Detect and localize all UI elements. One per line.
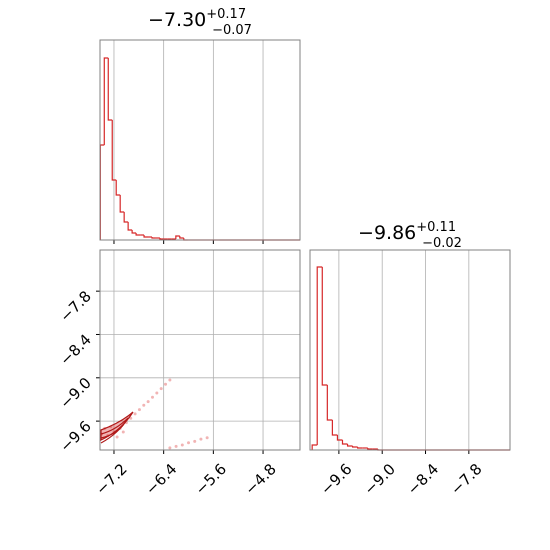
sample-point bbox=[146, 400, 150, 404]
sample-point bbox=[199, 437, 203, 441]
hist-bin bbox=[321, 267, 328, 386]
sample-point bbox=[137, 408, 141, 412]
param-2-title: −9.86+0.11 −0.02 bbox=[358, 220, 462, 251]
x-tick-label: −9.0 bbox=[360, 460, 398, 498]
hist-bin bbox=[179, 236, 184, 239]
hist-bin bbox=[111, 120, 117, 181]
hist-bin bbox=[175, 235, 180, 239]
hist-bin bbox=[115, 180, 121, 196]
hist-bin bbox=[336, 435, 343, 441]
hist-bin bbox=[151, 237, 156, 239]
hist-bin bbox=[367, 448, 373, 450]
hist-bin bbox=[127, 222, 133, 231]
sample-point bbox=[164, 382, 168, 386]
sample-point bbox=[205, 436, 209, 440]
hist-bin bbox=[135, 233, 141, 236]
sample-point bbox=[121, 430, 125, 434]
sample-point bbox=[150, 395, 154, 399]
axes-frame bbox=[309, 249, 511, 451]
x-tick-label: −4.8 bbox=[241, 460, 279, 498]
hist-bin bbox=[326, 385, 333, 421]
sample-point bbox=[168, 446, 172, 450]
sample-point bbox=[115, 435, 119, 439]
x-tick-label: −9.6 bbox=[317, 460, 355, 498]
sample-point bbox=[187, 441, 191, 445]
y-tick-label: −8.4 bbox=[56, 331, 94, 369]
hist-bin bbox=[103, 57, 109, 145]
sample-point bbox=[168, 378, 172, 382]
sample-point bbox=[159, 387, 163, 391]
param-1-title: −7.30+0.17 −0.07 bbox=[148, 7, 252, 38]
sample-point bbox=[180, 443, 184, 447]
axes-frame bbox=[99, 39, 301, 241]
hist-bin bbox=[316, 266, 323, 445]
hist-bin bbox=[331, 420, 338, 436]
x-tick-label: −5.6 bbox=[192, 460, 230, 498]
contours bbox=[100, 411, 134, 444]
hist-bin bbox=[159, 238, 164, 240]
x-tick-label: −7.2 bbox=[92, 460, 130, 498]
sample-point bbox=[193, 439, 197, 443]
hist-bin bbox=[143, 235, 149, 238]
sample-point bbox=[129, 416, 133, 420]
hist-bin bbox=[119, 195, 125, 213]
hist-bin bbox=[346, 444, 353, 447]
hist-bin bbox=[107, 58, 113, 121]
hist-bin bbox=[123, 212, 129, 223]
hist-bin bbox=[341, 440, 348, 445]
x-tick-label: −7.8 bbox=[447, 460, 485, 498]
y-tick-label: −9.6 bbox=[56, 417, 94, 455]
x-tick-label: −6.4 bbox=[142, 460, 180, 498]
axes-frame bbox=[99, 249, 301, 451]
hist-bin bbox=[351, 446, 358, 448]
y-tick-label: −7.8 bbox=[56, 287, 94, 325]
sample-point bbox=[142, 403, 146, 407]
hist-bin bbox=[131, 230, 137, 234]
sample-point bbox=[155, 391, 159, 395]
y-tick-label: −9.0 bbox=[56, 374, 94, 412]
hist-bin bbox=[311, 444, 318, 450]
hist-bin bbox=[99, 144, 105, 240]
hist-bin bbox=[357, 447, 363, 449]
sample-point bbox=[174, 444, 178, 448]
x-tick-label: −8.4 bbox=[404, 460, 442, 498]
sample-point bbox=[133, 412, 137, 416]
